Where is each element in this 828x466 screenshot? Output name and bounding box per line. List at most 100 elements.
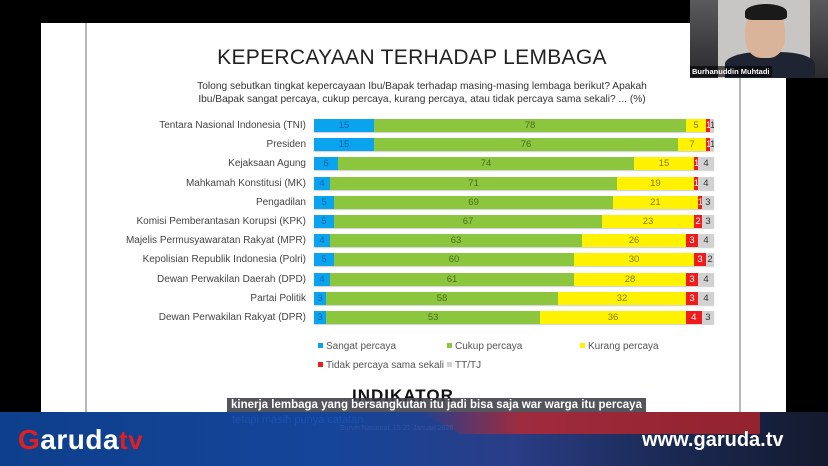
website-url: www.garuda.tv <box>642 429 784 451</box>
bar-segment-kurang-percaya: 30 <box>574 253 694 267</box>
legend-swatch-icon <box>447 343 452 348</box>
stacked-bar: 15 78 5 1 1 <box>314 119 714 132</box>
bar-segment-sangat-percaya: 5 <box>314 253 334 267</box>
stacked-bar: 5 60 30 3 2 <box>314 253 714 267</box>
bar-segment-sangat-percaya: 6 <box>314 157 338 171</box>
bar-segment-tt-tj: 4 <box>697 176 714 190</box>
stacked-bar: 6 74 15 1 4 <box>314 157 714 171</box>
chart-row: Mahkamah Konstitusi (MK) 4 71 19 1 4 <box>0 176 828 190</box>
row-label: Tentara Nasional Indonesia (TNI) <box>159 120 306 131</box>
bar-segment-kurang-percaya: 32 <box>558 291 686 305</box>
bar-segment-tidak-percaya-sama-sekali: 1 <box>694 157 698 171</box>
stacked-bar: 4 71 19 1 4 <box>314 176 714 190</box>
legend-swatch-icon <box>580 343 585 348</box>
bar-segment-tidak-percaya-sama-sekali: 3 <box>686 291 698 305</box>
stacked-bar: 3 58 32 3 4 <box>314 291 714 305</box>
garudatv-logo: Garudatv <box>18 424 144 455</box>
bar-segment-sangat-percaya: 5 <box>314 195 335 209</box>
bar-segment-tidak-percaya-sama-sekali: 1 <box>706 138 710 152</box>
row-label: Komisi Pemberantasan Korupsi (KPK) <box>136 216 306 227</box>
bar-segment-tt-tj: 4 <box>698 157 714 171</box>
chart-title: KEPERCAYAAN TERHADAP LEMBAGA <box>217 46 607 69</box>
chart-row: Partai Politik 3 58 32 3 4 <box>0 291 828 305</box>
bar-segment-kurang-percaya: 28 <box>574 272 686 286</box>
legend-swatch-icon <box>318 362 323 367</box>
stacked-bar: 15 76 7 1 1 <box>314 138 714 152</box>
bar-segment-cukup-percaya: 53 <box>326 311 541 324</box>
bar-segment-sangat-percaya: 3 <box>314 291 326 305</box>
legend-item-cukup: Cukup percaya <box>447 341 522 352</box>
subtitle-next-line: tetapi masih punya catatan <box>232 414 364 426</box>
stacked-bar: 4 61 28 3 4 <box>314 272 714 286</box>
bar-segment-sangat-percaya: 4 <box>314 272 330 286</box>
stacked-bar: 5 67 23 2 3 <box>314 215 714 228</box>
row-label: Mahkamah Konstitusi (MK) <box>185 177 306 189</box>
bar-segment-tt-tj: 1 <box>710 119 714 132</box>
bar-segment-cukup-percaya: 69 <box>334 195 613 209</box>
survey-footnote: Survei Nasional, 15-21 Januari 2026 <box>340 425 454 432</box>
bar-segment-sangat-percaya: 15 <box>314 138 374 152</box>
bar-segment-sangat-percaya: 15 <box>314 119 374 132</box>
stacked-bar: 4 63 26 3 4 <box>314 234 714 248</box>
survey-question: Tolong sebutkan tingkat kepercayaan Ibu/… <box>172 80 672 106</box>
red-accent-stripe <box>420 412 760 434</box>
row-label: Dewan Perwakilan Rakyat (DPR) <box>158 312 306 323</box>
bar-segment-cukup-percaya: 76 <box>374 138 678 152</box>
row-label: Kejaksaan Agung <box>228 158 306 170</box>
bar-segment-tt-tj: 1 <box>710 138 714 152</box>
slide-divider-left <box>85 23 87 413</box>
legend-item-kurang: Kurang percaya <box>580 341 659 352</box>
bar-segment-kurang-percaya: 5 <box>686 119 706 132</box>
row-label: Presiden <box>266 139 306 151</box>
legend-item-sangat: Sangat percaya <box>318 341 396 352</box>
bar-segment-sangat-percaya: 4 <box>314 176 331 190</box>
bar-segment-tidak-percaya-sama-sekali: 1 <box>697 195 702 209</box>
bar-segment-tidak-percaya-sama-sekali: 3 <box>694 253 706 267</box>
row-label: Kepolisian Republik Indonesia (Polri) <box>142 254 306 266</box>
bar-segment-tidak-percaya-sama-sekali: 2 <box>694 215 702 228</box>
bar-segment-kurang-percaya: 7 <box>678 138 706 152</box>
legend-swatch-icon <box>447 362 452 367</box>
legend-item-tidak: Tidak percaya sama sekali <box>318 360 444 371</box>
participant-name: Burhanuddin Muhtadi <box>690 66 772 77</box>
bar-segment-tidak-percaya-sama-sekali: 3 <box>686 234 698 248</box>
bar-segment-cukup-percaya: 67 <box>334 215 602 228</box>
row-label: Dewan Perwakilan Daerah (DPD) <box>157 273 306 285</box>
subtitle-caption: kinerja lembaga yang bersangkutan itu ja… <box>227 398 646 412</box>
bar-segment-tidak-percaya-sama-sekali: 3 <box>686 272 698 286</box>
bar-segment-tt-tj: 3 <box>702 215 714 228</box>
bar-segment-kurang-percaya: 21 <box>612 195 698 209</box>
stacked-bar: 3 53 36 4 3 <box>314 311 714 324</box>
bar-segment-kurang-percaya: 15 <box>634 157 694 171</box>
question-line-2: Ibu/Bapak sangat percaya, cukup percaya,… <box>198 94 646 105</box>
bar-segment-sangat-percaya: 5 <box>314 215 334 228</box>
legend-swatch-icon <box>318 343 323 348</box>
chart-row: Kepolisian Republik Indonesia (Polri) 5 60… <box>0 253 828 267</box>
participant-video-tile[interactable]: Burhanuddin Muhtadi <box>690 0 828 78</box>
bar-segment-tt-tj: 4 <box>698 291 714 305</box>
bar-segment-tidak-percaya-sama-sekali: 1 <box>693 176 698 190</box>
bar-segment-kurang-percaya: 26 <box>582 234 686 248</box>
row-label: Partai Politik <box>250 292 306 304</box>
chart-row: Pengadilan 5 69 21 1 3 <box>0 195 828 209</box>
bar-segment-tt-tj: 4 <box>698 272 714 286</box>
bar-segment-sangat-percaya: 3 <box>314 311 327 324</box>
question-line-1: Tolong sebutkan tingkat kepercayaan Ibu/… <box>197 81 647 92</box>
chart-row: Dewan Perwakilan Daerah (DPD) 4 61 28 3 4 <box>0 272 828 286</box>
bar-segment-kurang-percaya: 23 <box>602 215 694 228</box>
bar-segment-sangat-percaya: 4 <box>314 234 330 248</box>
chart-row: Komisi Pemberantasan Korupsi (KPK) 5 67 23 2… <box>0 215 828 228</box>
bar-segment-cukup-percaya: 78 <box>374 119 686 132</box>
bar-segment-tidak-percaya-sama-sekali: 4 <box>685 311 702 324</box>
bar-segment-tidak-percaya-sama-sekali: 1 <box>706 119 710 132</box>
chart-row: Kejaksaan Agung 6 74 15 1 4 <box>0 157 828 171</box>
row-label: Majelis Permusyawaratan Rakyat (MPR) <box>125 235 306 247</box>
bar-segment-tt-tj: 3 <box>701 311 714 324</box>
bar-segment-cukup-percaya: 61 <box>330 272 574 286</box>
chart-row: Majelis Permusyawaratan Rakyat (MPR) 4 63 2… <box>0 234 828 248</box>
bar-segment-cukup-percaya: 58 <box>326 291 558 305</box>
chart-row: Tentara Nasional Indonesia (TNI) 15 78 5 1 1 <box>0 119 828 132</box>
bar-segment-cukup-percaya: 74 <box>338 157 634 171</box>
bar-segment-tt-tj: 3 <box>701 195 714 209</box>
chart-row: Presiden 15 76 7 1 1 <box>0 138 828 152</box>
